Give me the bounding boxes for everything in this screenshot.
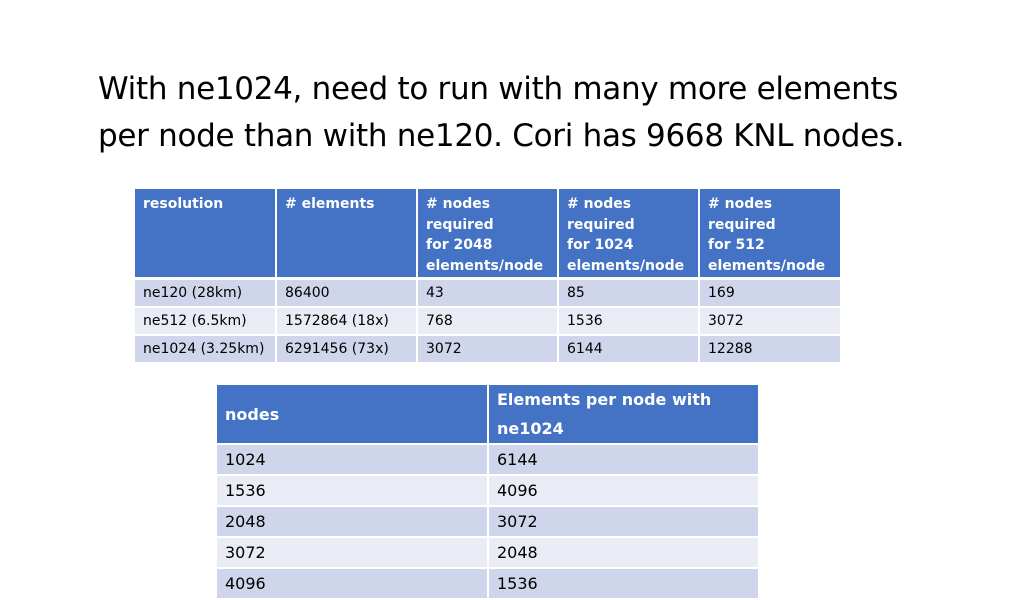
table-cell: 6144 — [558, 334, 700, 364]
table-row: ne1024 (3.25km) 6291456 (73x) 3072 6144 … — [135, 334, 842, 364]
table-cell: 12288 — [699, 334, 842, 364]
table-cell: 4096 — [488, 475, 760, 507]
column-header-resolution: resolution — [135, 189, 277, 280]
table-cell: 85 — [558, 278, 700, 308]
table-row: 1024 6144 — [217, 444, 760, 476]
table-cell: 43 — [417, 278, 559, 308]
column-header-nodes-2048: # nodes required for 2048 elements/node — [417, 189, 559, 280]
slide-title: With ne1024, need to run with many more … — [98, 71, 905, 154]
table-row: 1536 4096 — [217, 475, 760, 507]
table-cell: 3072 — [488, 506, 760, 538]
table-cell: 1572864 (18x) — [276, 306, 418, 336]
table-cell: 169 — [699, 278, 842, 308]
table-cell: ne512 (6.5km) — [135, 306, 277, 336]
table-cell: 768 — [417, 306, 559, 336]
table-cell: 1536 — [217, 475, 489, 507]
table-cell: 1536 — [488, 568, 760, 600]
table-cell: 86400 — [276, 278, 418, 308]
table-row: 3072 2048 — [217, 537, 760, 569]
table-header-row: resolution # elements # nodes required f… — [135, 189, 842, 280]
table-header-row: nodes Elements per node with ne1024 — [217, 385, 760, 445]
column-header-nodes-1024: # nodes required for 1024 elements/node — [558, 189, 700, 280]
table-cell: 6291456 (73x) — [276, 334, 418, 364]
table-row: ne512 (6.5km) 1572864 (18x) 768 1536 307… — [135, 306, 842, 336]
column-header-elements-per-node: Elements per node with ne1024 — [488, 385, 760, 445]
table-row: 4096 1536 — [217, 568, 760, 600]
table-cell: ne1024 (3.25km) — [135, 334, 277, 364]
table-cell: 1536 — [558, 306, 700, 336]
table-cell: 3072 — [217, 537, 489, 569]
table-cell: 2048 — [217, 506, 489, 538]
table-cell: 2048 — [488, 537, 760, 569]
table-row: ne120 (28km) 86400 43 85 169 — [135, 278, 842, 308]
table-row: 2048 3072 — [217, 506, 760, 538]
table-cell: ne120 (28km) — [135, 278, 277, 308]
nodes-table: nodes Elements per node with ne1024 1024… — [217, 385, 760, 600]
table-cell: 3072 — [417, 334, 559, 364]
table-cell: 6144 — [488, 444, 760, 476]
table-cell: 1024 — [217, 444, 489, 476]
table-cell: 3072 — [699, 306, 842, 336]
column-header-elements: # elements — [276, 189, 418, 280]
column-header-nodes-512: # nodes required for 512 elements/node — [699, 189, 842, 280]
column-header-nodes: nodes — [217, 385, 489, 445]
resolution-table: resolution # elements # nodes required f… — [135, 189, 842, 364]
table-cell: 4096 — [217, 568, 489, 600]
